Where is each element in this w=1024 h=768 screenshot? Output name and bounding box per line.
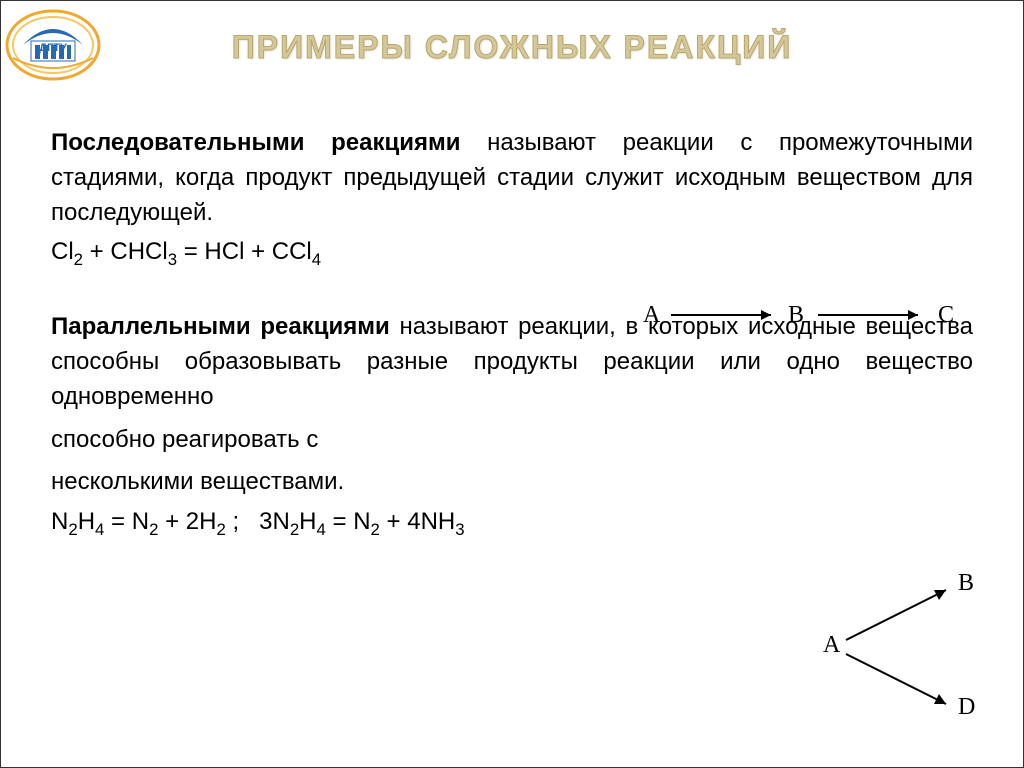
sequential-definition: Последовательными реакциями называют реа…	[51, 126, 973, 230]
node-a: A	[643, 302, 661, 328]
slide-title: ПРИМЕРЫ СЛОЖНЫХ РЕАКЦИЙ	[1, 29, 1023, 66]
parallel-term: Параллельными реакциями	[51, 313, 390, 340]
node-c: C	[938, 302, 954, 328]
parallel-cont2: несколькими веществами.	[51, 465, 973, 500]
sequential-equation: Cl2 + CHCl3 = HCl + CCl4	[51, 238, 973, 270]
parallel-cont1: способно реагировать с	[51, 423, 973, 458]
sequential-term: Последовательными реакциями	[51, 129, 461, 156]
parallel-diagram: A B D	[818, 572, 978, 722]
node-d-par: D	[958, 694, 975, 720]
node-b-par: B	[958, 572, 974, 596]
university-logo: ДГТУ	[3, 3, 103, 83]
svg-text:ДГТУ: ДГТУ	[39, 42, 67, 54]
node-a-par: A	[823, 632, 841, 658]
parallel-equation: N2H4 = N2 + 2H2 ; 3N2H4 = N2 + 4NH3	[51, 508, 973, 540]
sequential-diagram: A B C	[633, 297, 973, 337]
node-b: B	[788, 302, 804, 328]
